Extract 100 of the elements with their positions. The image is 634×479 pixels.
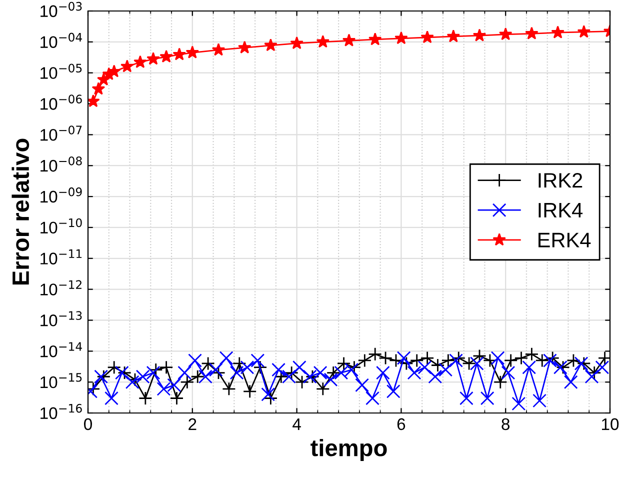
- point: [107, 360, 122, 374]
- point: [564, 375, 578, 390]
- point: [264, 38, 278, 52]
- legend-label: ERK4: [538, 232, 591, 248]
- y-tick-label: 10$^{−06}$: [40, 94, 82, 110]
- point: [576, 356, 591, 370]
- point: [504, 354, 518, 368]
- point: [232, 356, 246, 370]
- point: [167, 378, 182, 392]
- point: [290, 36, 304, 50]
- point: [136, 370, 150, 384]
- point: [219, 351, 234, 365]
- point: [198, 370, 212, 384]
- point: [553, 360, 568, 374]
- point: [201, 356, 216, 370]
- point: [452, 351, 466, 365]
- y-tick-label: 10$^{−16}$: [40, 404, 82, 420]
- point: [386, 384, 400, 398]
- point: [546, 351, 560, 365]
- point: [407, 366, 422, 380]
- point: [188, 354, 202, 368]
- y-tick-label: 10$^{−07}$: [40, 126, 82, 141]
- point: [347, 360, 362, 374]
- x-tick-label: 4: [292, 418, 301, 430]
- point: [284, 366, 299, 380]
- point: [114, 366, 129, 380]
- point: [396, 351, 411, 365]
- point: [543, 354, 557, 368]
- point: [160, 50, 173, 63]
- point: [368, 32, 382, 46]
- point: [420, 30, 434, 44]
- point: [264, 391, 278, 406]
- point: [525, 26, 538, 40]
- point: [420, 351, 434, 365]
- point: [358, 354, 372, 368]
- y-tick-label: 10$^{−13}$: [40, 311, 82, 326]
- point: [410, 354, 424, 368]
- point: [146, 366, 160, 380]
- point: [242, 384, 257, 398]
- point: [472, 349, 486, 363]
- point: [532, 394, 546, 408]
- point: [120, 60, 134, 72]
- point: [186, 46, 200, 58]
- point: [212, 43, 226, 56]
- point: [238, 40, 252, 54]
- point: [418, 360, 432, 374]
- point: [250, 354, 265, 368]
- point: [524, 347, 539, 362]
- x-tick-label: 6: [397, 418, 406, 430]
- point: [326, 366, 340, 380]
- point: [535, 354, 550, 368]
- point: [240, 360, 254, 374]
- point: [376, 366, 390, 380]
- point: [92, 82, 106, 95]
- point: [208, 362, 223, 377]
- point: [104, 391, 118, 406]
- point: [522, 360, 536, 374]
- point: [253, 360, 268, 374]
- point: [306, 370, 320, 384]
- point: [438, 362, 453, 377]
- legend-label: IRK4: [538, 203, 583, 218]
- legend-label: IRK2: [538, 173, 582, 188]
- point: [178, 366, 192, 380]
- y-tick-label: 10$^{−03}$: [40, 2, 82, 18]
- point: [368, 347, 382, 362]
- y-tick-label: 10$^{−10}$: [40, 218, 82, 234]
- point: [482, 354, 497, 368]
- point: [428, 370, 442, 384]
- x-tick-label: 0: [84, 418, 92, 430]
- point: [449, 354, 463, 368]
- point: [490, 351, 505, 365]
- y-tick-label: 10$^{−11}$: [40, 249, 82, 264]
- point: [366, 391, 380, 406]
- point: [107, 64, 121, 78]
- point: [324, 372, 338, 387]
- point: [172, 48, 186, 60]
- point: [584, 370, 599, 384]
- x-axis-title: tiempo: [310, 438, 387, 461]
- point: [190, 370, 205, 384]
- point: [470, 356, 484, 370]
- point: [394, 31, 408, 44]
- y-tick-label: 10$^{−12}$: [40, 280, 82, 296]
- point: [566, 354, 580, 368]
- point: [125, 375, 140, 390]
- point: [493, 375, 508, 390]
- y-axis-title: Error relativo: [12, 138, 30, 285]
- point: [462, 356, 476, 370]
- point: [316, 34, 330, 48]
- x-tick-label: 8: [502, 418, 510, 430]
- point: [551, 26, 564, 38]
- point: [134, 55, 147, 68]
- y-tick-label: 10$^{−09}$: [40, 187, 82, 203]
- point: [261, 387, 276, 402]
- point: [577, 25, 591, 38]
- point: [389, 354, 403, 368]
- point: [146, 52, 160, 65]
- point: [378, 351, 392, 365]
- point: [399, 356, 414, 370]
- point: [512, 396, 526, 411]
- point: [587, 366, 602, 380]
